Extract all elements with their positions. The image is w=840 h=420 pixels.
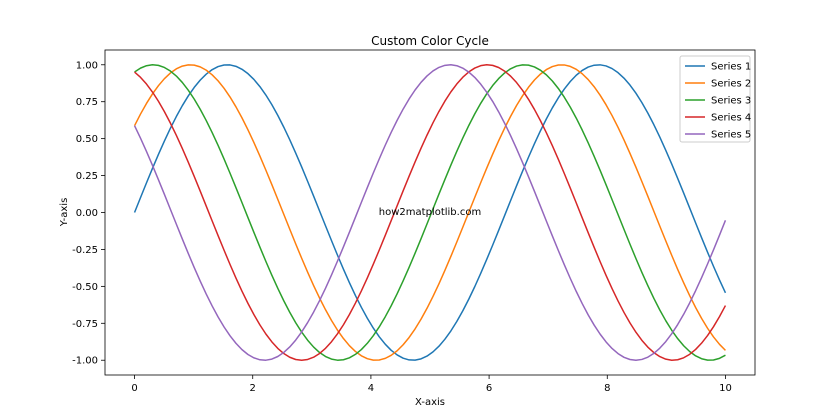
y-tick-label: -0.75	[72, 319, 98, 330]
y-tick-label: 0.25	[76, 171, 98, 182]
x-tick-label: 6	[486, 383, 492, 394]
chart-title: Custom Color Cycle	[371, 34, 489, 48]
series-line-3	[134, 64, 726, 361]
y-tick-label: 1.00	[76, 60, 98, 71]
x-tick-label: 8	[604, 383, 610, 394]
y-tick-label: 0.00	[76, 208, 98, 219]
legend-label-1: Series 1	[711, 62, 751, 73]
legend-label-2: Series 2	[711, 79, 751, 90]
legend-label-5: Series 5	[711, 130, 751, 141]
legend-box	[679, 55, 751, 143]
x-tick-label: 0	[131, 383, 137, 394]
y-tick-label: -0.50	[72, 282, 98, 293]
series-lines	[133, 64, 727, 361]
series-line-2	[133, 64, 726, 361]
y-axis-ticks: -1.00 -0.75 -0.50 -0.25 0.00 0.25 0.50 0.75 1.00	[72, 60, 105, 367]
x-axis-ticks: 0 2 4 6 8 10	[131, 375, 732, 394]
x-tick-label: 10	[719, 383, 732, 394]
series-line-4	[134, 64, 727, 361]
plot-area	[104, 49, 756, 376]
series-line-1	[133, 64, 727, 361]
legend-label-4: Series 4	[711, 113, 751, 124]
y-tick-label: 0.50	[76, 134, 98, 145]
legend-label-3: Series 3	[711, 96, 751, 107]
x-axis-title: X-axis	[415, 397, 445, 408]
y-axis-title: Y-axis	[59, 198, 70, 228]
series-line-5	[133, 64, 727, 361]
x-tick-label: 2	[250, 383, 256, 394]
y-tick-label: 0.75	[76, 97, 98, 108]
legend: Series 1 Series 2 Series 3 Series 4 Series 5	[679, 55, 751, 143]
y-tick-label: -0.25	[72, 245, 98, 256]
y-tick-label: -1.00	[72, 356, 98, 367]
watermark-annotation: how2matplotlib.com	[379, 207, 481, 218]
x-tick-label: 4	[368, 383, 374, 394]
